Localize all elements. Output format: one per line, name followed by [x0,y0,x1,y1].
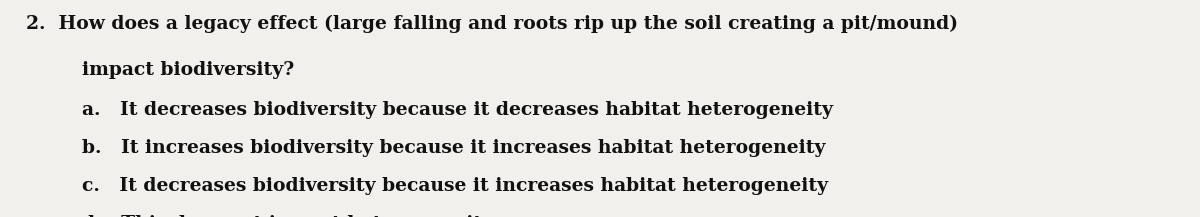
Text: d.   This does not impact heterogeneity: d. This does not impact heterogeneity [82,215,493,217]
Text: b.   It increases biodiversity because it increases habitat heterogeneity: b. It increases biodiversity because it … [82,139,826,157]
Text: c.   It decreases biodiversity because it increases habitat heterogeneity: c. It decreases biodiversity because it … [82,177,828,195]
Text: a.   It decreases biodiversity because it decreases habitat heterogeneity: a. It decreases biodiversity because it … [82,101,833,119]
Text: impact biodiversity?: impact biodiversity? [82,61,294,79]
Text: 2.  How does a legacy effect (large falling and roots rip up the soil creating a: 2. How does a legacy effect (large falli… [26,15,959,33]
